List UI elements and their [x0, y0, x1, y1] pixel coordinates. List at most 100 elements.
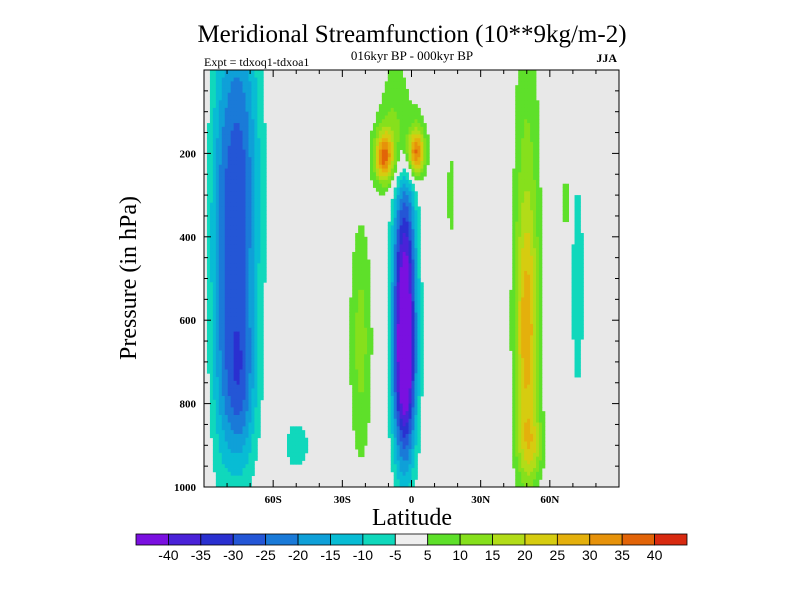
contour-cell: [577, 240, 581, 245]
contour-cell: [239, 339, 243, 344]
contour-cell: [408, 483, 412, 487]
contour-cell: [230, 475, 235, 480]
contour-cell: [206, 195, 211, 200]
contour-cell: [254, 251, 258, 257]
contour-cell: [251, 263, 255, 268]
contour-cell: [218, 373, 223, 378]
contour-cell: [257, 233, 261, 238]
contour-cell: [447, 191, 451, 196]
contour-cell: [524, 305, 528, 310]
contour-cell: [349, 346, 353, 351]
contour-cell: [387, 168, 392, 173]
contour-cell: [361, 411, 365, 416]
contour-cell: [230, 130, 235, 135]
contour-cell: [352, 380, 356, 386]
contour-cell: [224, 115, 229, 120]
contour-cell: [378, 134, 383, 139]
contour-cell: [212, 274, 217, 279]
contour-cell: [512, 445, 516, 450]
contour-cell: [236, 392, 240, 397]
contour-cell: [396, 342, 401, 348]
contour-cell: [233, 229, 237, 234]
contour-cell: [402, 123, 406, 128]
contour-cell: [390, 176, 395, 181]
contour-cell: [390, 433, 395, 439]
contour-cell: [396, 289, 401, 295]
contour-cell: [224, 191, 229, 196]
contour-cell: [402, 312, 406, 317]
contour-cell: [248, 441, 252, 446]
contour-cell: [209, 358, 214, 363]
contour-cell: [512, 460, 516, 465]
contour-cell: [577, 350, 581, 355]
contour-cell: [378, 138, 383, 143]
contour-cell: [209, 195, 214, 200]
contour-cell: [218, 214, 223, 219]
contour-cell: [254, 327, 258, 332]
contour-cell: [524, 130, 528, 135]
contour-cell: [245, 418, 249, 423]
contour-cell: [364, 361, 368, 367]
contour-cell: [515, 179, 519, 185]
contour-cell: [251, 229, 255, 234]
contour-cell: [254, 153, 258, 158]
contour-cell: [530, 70, 534, 75]
contour-cell: [405, 278, 409, 283]
contour-cell: [242, 77, 246, 82]
contour-cell: [417, 259, 421, 264]
contour-cell: [215, 217, 220, 223]
contour-cell: [257, 88, 261, 94]
contour-cell: [417, 331, 421, 336]
contour-cell: [402, 297, 406, 302]
contour-cell: [355, 426, 359, 431]
contour-cell: [230, 308, 235, 314]
contour-cell: [530, 365, 534, 370]
contour-cell: [393, 312, 398, 317]
contour-cell: [527, 286, 531, 291]
contour-cell: [524, 142, 528, 147]
contour-cell: [417, 361, 421, 367]
contour-cell: [390, 96, 395, 101]
contour-cell: [577, 202, 581, 207]
contour-cell: [396, 134, 401, 139]
contour-cell: [417, 312, 421, 317]
contour-cell: [530, 263, 534, 268]
contour-cell: [358, 411, 362, 416]
contour-cell: [524, 270, 528, 276]
contour-cell: [230, 342, 235, 348]
contour-cell: [355, 350, 359, 355]
contour-cell: [390, 293, 395, 298]
contour-cell: [420, 293, 424, 298]
contour-cell: [521, 418, 525, 423]
contour-cell: [355, 430, 359, 435]
contour-cell: [402, 369, 406, 374]
contour-cell: [230, 430, 235, 435]
contour-cell: [420, 130, 424, 135]
contour-cell: [515, 160, 519, 166]
contour-cell: [233, 138, 237, 143]
contour-cell: [260, 320, 264, 325]
contour-cell: [521, 100, 525, 105]
contour-cell: [209, 350, 214, 355]
contour-cell: [390, 274, 395, 279]
contour-cell: [239, 73, 243, 78]
contour-cell: [405, 119, 409, 124]
contour-cell: [405, 206, 409, 211]
contour-cell: [215, 456, 220, 461]
contour-cell: [224, 433, 229, 439]
contour-cell: [221, 270, 226, 276]
contour-cell: [364, 358, 368, 363]
contour-cell: [236, 289, 240, 295]
contour-cell: [515, 115, 519, 120]
contour-cell: [260, 179, 264, 185]
contour-cell: [251, 358, 255, 363]
contour-cell: [218, 100, 223, 105]
contour-cell: [242, 346, 246, 351]
contour-cell: [527, 369, 531, 374]
contour-cell: [245, 396, 249, 401]
contour-cell: [358, 244, 362, 249]
contour-cell: [414, 339, 418, 344]
contour-cell: [393, 214, 398, 219]
contour-cell: [236, 160, 240, 166]
contour-cell: [405, 483, 409, 487]
